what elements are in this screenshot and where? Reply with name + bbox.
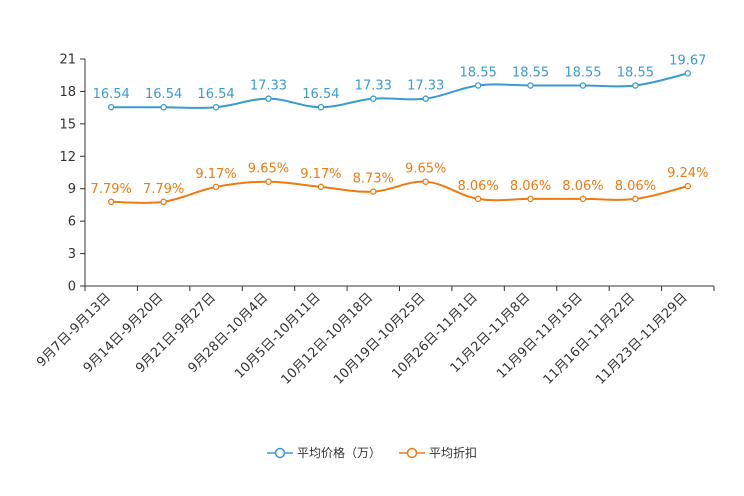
data-point[interactable]	[527, 195, 534, 203]
data-point[interactable]	[370, 95, 377, 102]
data-point[interactable]	[160, 103, 167, 111]
data-label: 16.54	[302, 87, 339, 102]
data-point[interactable]	[370, 188, 377, 195]
data-point[interactable]	[632, 82, 639, 89]
data-label: 7.79%	[143, 182, 184, 197]
data-point[interactable]	[684, 182, 692, 190]
data-label: 19.67	[669, 53, 706, 68]
data-label: 16.54	[93, 87, 130, 102]
data-point[interactable]	[422, 95, 429, 102]
data-point[interactable]	[632, 195, 639, 203]
data-label: 18.55	[512, 65, 549, 80]
data-point[interactable]	[579, 195, 587, 203]
x-tick-label: 10月12日-10月18日	[279, 290, 376, 387]
data-label: 8.73%	[353, 172, 394, 187]
y-tick-label: 18	[59, 85, 76, 100]
data-label: 9.17%	[300, 167, 341, 182]
data-point[interactable]	[527, 82, 534, 89]
legend-discount-icon	[399, 447, 425, 458]
legend-item-price[interactable]: 平均价格（万）	[266, 444, 381, 461]
data-label: 9.24%	[667, 166, 708, 181]
data-point[interactable]	[317, 183, 325, 191]
data-point[interactable]	[684, 70, 692, 77]
data-label: 8.06%	[562, 179, 603, 194]
data-point[interactable]	[160, 198, 167, 206]
data-point[interactable]	[579, 82, 587, 89]
y-tick-label: 0	[68, 280, 76, 295]
y-tick-label: 9	[68, 182, 76, 197]
data-label: 8.06%	[457, 179, 498, 194]
legend-price-icon	[266, 447, 293, 458]
y-tick-label: 6	[68, 215, 76, 230]
data-label: 17.33	[407, 79, 444, 94]
series-line-price	[111, 72, 689, 109]
data-label: 16.54	[145, 87, 182, 102]
data-label: 9.17%	[195, 167, 236, 182]
data-point[interactable]	[107, 198, 115, 206]
y-tick-label: 15	[59, 117, 76, 132]
data-point[interactable]	[474, 82, 482, 89]
x-tick-label: 10月19日-10月25日	[331, 290, 428, 387]
legend: 平均价格（万） 平均折扣	[0, 444, 744, 461]
data-point[interactable]	[265, 178, 272, 185]
x-tick-label: 11月23日-11月29日	[593, 290, 690, 387]
data-label: 8.06%	[510, 179, 551, 194]
data-point[interactable]	[422, 178, 429, 185]
data-label: 18.55	[460, 65, 497, 80]
data-label: 9.65%	[248, 162, 289, 177]
data-point[interactable]	[474, 195, 482, 203]
data-label: 16.54	[197, 87, 234, 102]
data-label: 18.55	[617, 65, 654, 80]
data-point[interactable]	[265, 95, 272, 102]
data-label: 9.65%	[405, 162, 446, 177]
y-tick-label: 12	[59, 150, 76, 165]
data-label: 17.33	[355, 79, 392, 94]
legend-item-discount[interactable]: 平均折扣	[399, 444, 477, 461]
data-point[interactable]	[107, 103, 115, 111]
legend-price-label: 平均价格（万）	[296, 446, 381, 460]
data-point[interactable]	[212, 103, 220, 111]
data-point[interactable]	[212, 183, 220, 191]
data-point[interactable]	[317, 103, 325, 111]
data-label: 7.79%	[91, 182, 132, 197]
data-label: 17.33	[250, 79, 287, 94]
x-tick-label: 11月16日-11月22日	[541, 290, 638, 387]
data-label: 18.55	[564, 65, 601, 80]
y-tick-label: 21	[59, 53, 76, 68]
legend-discount-label: 平均折扣	[429, 446, 478, 460]
y-tick-label: 3	[68, 247, 76, 262]
data-label: 8.06%	[615, 179, 656, 194]
series-line-discount	[111, 180, 689, 204]
